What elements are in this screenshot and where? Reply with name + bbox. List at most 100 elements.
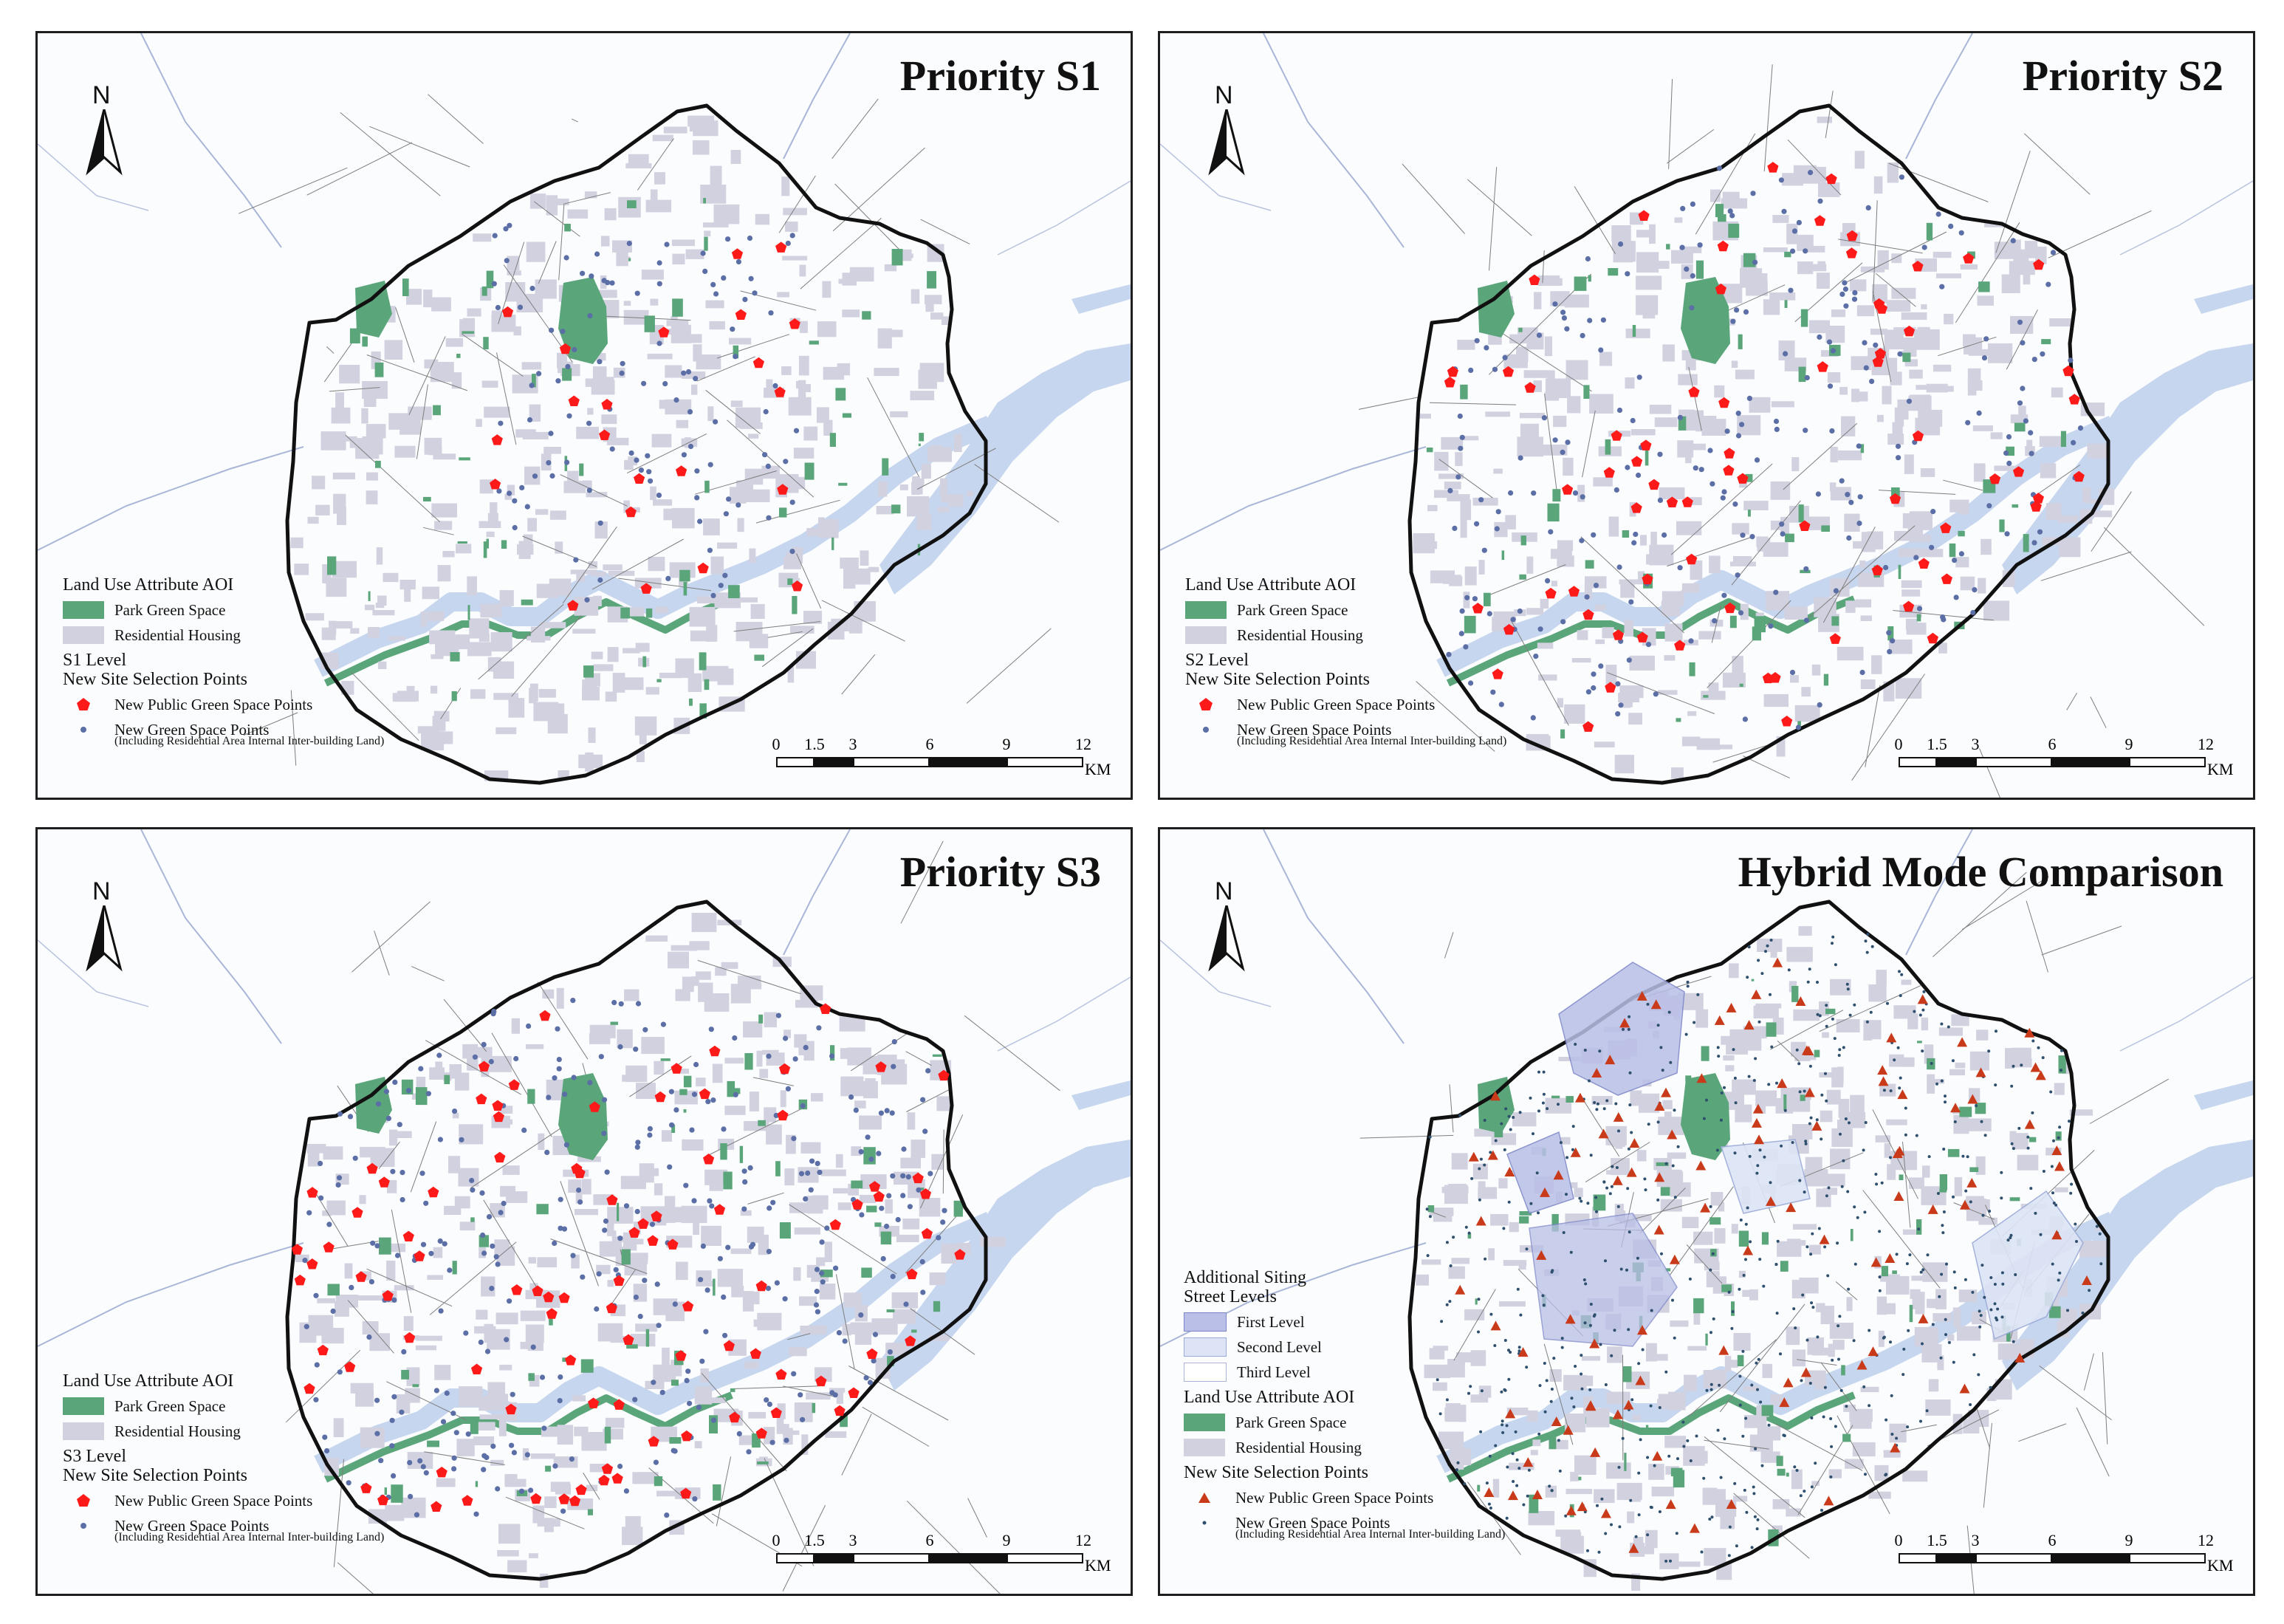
residential-block [1977,295,1994,306]
public-green-point [317,1344,329,1356]
residential-block [2013,1133,2028,1146]
park-patch [549,1316,553,1326]
green-space-point [1560,1346,1564,1349]
public-green-point [906,1268,918,1280]
lake-shape [879,1140,1131,1391]
green-space-point [526,1023,532,1029]
green-space-point [1947,1025,1950,1029]
green-space-point [1837,1357,1840,1361]
residential-block [312,476,326,490]
green-space-point [1896,455,1901,461]
scale-segment [1937,1553,1975,1563]
road-line [1489,167,1498,271]
green-space-point [1829,428,1835,434]
park-patch [1899,1174,1904,1180]
road-line [2076,1407,2110,1477]
green-space-point [1511,1452,1515,1456]
residential-block [495,1312,518,1325]
residential-block [1651,1487,1675,1497]
residential-block [394,1285,414,1291]
residential-block [1933,251,1952,258]
green-space-point [1762,1284,1766,1288]
green-space-point [465,1431,471,1437]
public-green-point [1845,247,1858,258]
residential-block [623,677,644,691]
residential-block [1891,287,1916,299]
residential-block [1732,656,1743,674]
green-space-point [1716,1046,1720,1049]
residential-block [527,636,551,641]
green-space-point [1702,1117,1706,1120]
green-space-point [829,1053,835,1059]
green-space-point [1742,716,1748,722]
public-green-point [1870,1257,1882,1267]
road-line [2048,210,2152,258]
park-patch [1605,439,1611,455]
green-space-point [512,524,518,531]
green-space-point [313,1292,319,1298]
road-line [1743,756,1790,779]
park-patch [1578,1476,1582,1481]
green-space-point [1875,1182,1879,1186]
green-space-point [436,1052,442,1058]
green-space-point [1467,1391,1470,1395]
green-space-point [1756,1518,1760,1521]
green-space-point [1804,1142,1808,1145]
park-patch [483,541,487,558]
green-space-point [1774,1263,1778,1266]
green-space-point [815,1309,820,1315]
park-patch [919,433,925,442]
legend-public-point: New Public Green Space Points [1185,692,1506,717]
public-green-point [1950,1103,1961,1113]
green-space-point [1735,433,1742,439]
map-canvas [38,33,1131,785]
residential-block [694,1441,702,1449]
public-green-point [1613,1111,1624,1122]
river-line [2119,180,2253,256]
residential-block [498,1416,507,1436]
residential-block [650,298,659,306]
public-green-point [1751,1117,1762,1128]
residential-block [360,1427,385,1448]
residential-block [1574,1532,1582,1549]
public-green-point [1927,1204,1938,1214]
park-patch [779,507,787,518]
residential-block [1886,300,1911,312]
park-patch [579,463,584,476]
park-patch [882,458,889,476]
park-patch [689,698,693,706]
green-space-point [541,1425,547,1431]
green-space-point [1904,1133,1907,1137]
residential-block [1735,369,1755,380]
residential-block [1791,1469,1803,1490]
green-space-point [1994,1083,1997,1087]
residential-block [1909,369,1923,379]
scale-segment [930,1553,1006,1563]
green-space-point [1741,1434,1745,1438]
green-space-point [733,1092,738,1097]
legend-second-level-label: Second Level [1237,1337,1322,1356]
green-space-point [1836,1241,1839,1245]
green-space-point [1815,491,1821,497]
residential-block [798,380,806,400]
green-space-point [1846,987,1850,991]
green-space-point [687,409,693,415]
residential-block [2001,274,2020,293]
public-green-point [575,1484,587,1495]
green-space-point [1718,1383,1721,1387]
green-space-point [1816,1013,1820,1016]
green-space-point [698,1277,704,1283]
residential-block [1908,395,1932,411]
park-patch [2058,1055,2066,1074]
green-space-point [645,453,651,459]
residential-block [1830,447,1838,463]
green-space-point [577,1199,583,1205]
green-space-point [1724,428,1730,434]
residential-block [392,1131,412,1138]
green-space-point [1483,1119,1486,1122]
park-patch [1949,543,1956,558]
public-green-point [588,1397,600,1408]
residential-block [1955,557,1969,568]
park-patch [1917,1041,1922,1044]
green-space-point [1716,1428,1720,1432]
